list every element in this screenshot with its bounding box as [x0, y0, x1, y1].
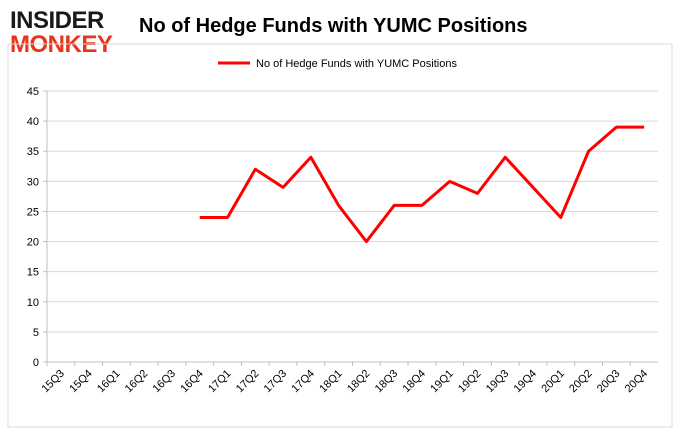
- x-tick-label: 16Q3: [151, 368, 179, 396]
- x-tick-label: 16Q4: [178, 368, 206, 396]
- gridlines: [47, 90, 658, 333]
- logo-line-insider: INSIDER: [10, 7, 104, 34]
- x-tick-label: 17Q4: [289, 368, 317, 396]
- y-tick-label: 35: [27, 146, 39, 158]
- plot-frame: [7, 43, 673, 428]
- legend: No of Hedge Funds with YUMC Positions: [218, 58, 457, 70]
- x-tick-label: 19Q4: [512, 368, 540, 396]
- x-tick-label: 18Q1: [317, 368, 345, 396]
- axes: 0 5 10 15 20 25 30 35 40 45 15Q3 15Q4 16Q1 16Q2 16Q3 16…: [27, 86, 658, 395]
- y-tick-label: 25: [27, 206, 39, 218]
- x-tick-label: 15Q3: [39, 368, 67, 396]
- x-tick-label: 18Q2: [345, 368, 373, 396]
- x-tick-label: 17Q1: [206, 368, 234, 396]
- x-tick-label: 18Q3: [373, 368, 401, 396]
- x-tick-label: 16Q2: [123, 368, 151, 396]
- x-tick-label: 20Q4: [623, 368, 651, 396]
- y-tick-label: 10: [27, 297, 39, 309]
- x-tick-label: 20Q2: [567, 368, 595, 396]
- y-tick-label: 5: [33, 327, 39, 339]
- y-tick-label: 40: [27, 116, 39, 128]
- y-tick-label: 15: [27, 267, 39, 279]
- x-tick-label: 19Q2: [456, 368, 484, 396]
- x-tick-label: 18Q4: [401, 368, 429, 396]
- x-tick-label: 19Q1: [428, 368, 456, 396]
- y-tick-label: 45: [27, 86, 39, 98]
- series-line: [199, 125, 645, 244]
- series-layer: [199, 125, 645, 244]
- y-tick-label: 30: [27, 176, 39, 188]
- x-tick-label: 20Q3: [595, 368, 623, 396]
- x-tick-label: 15Q4: [67, 368, 95, 396]
- x-tick-label: 19Q3: [484, 368, 512, 396]
- y-tick-label: 20: [27, 237, 39, 249]
- x-tick-label: 20Q1: [539, 368, 567, 396]
- x-tick-label: 17Q2: [234, 368, 262, 396]
- x-tick-label: 17Q3: [262, 368, 290, 396]
- y-tick-label: 0: [33, 357, 39, 369]
- legend-label: No of Hedge Funds with YUMC Positions: [256, 58, 457, 70]
- x-tick-label: 16Q1: [95, 368, 123, 396]
- chart-title: No of Hedge Funds with YUMC Positions: [139, 15, 528, 37]
